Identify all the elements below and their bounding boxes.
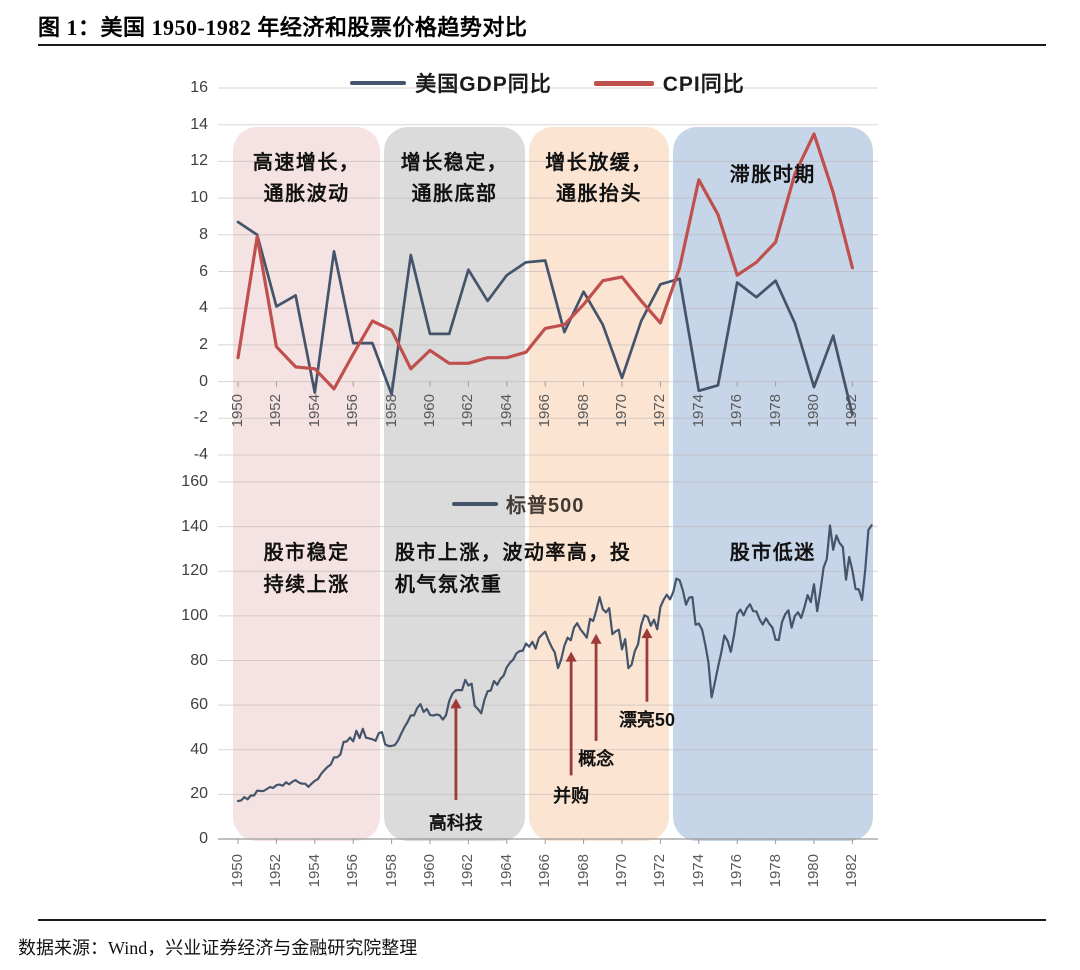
x-tick-label-bottom-1970: 1970 bbox=[613, 854, 630, 888]
period-band-1 bbox=[383, 127, 526, 841]
x-tick-label-top-1980: 1980 bbox=[805, 393, 822, 427]
period-band-0 bbox=[233, 127, 381, 841]
legend-item-gdp: 美国GDP同比 bbox=[350, 68, 552, 98]
x-tick-label-top-1970: 1970 bbox=[613, 393, 630, 427]
x-tick-label-bottom-1964: 1964 bbox=[497, 854, 515, 888]
y-tick-label-bottom-120: 120 bbox=[181, 562, 208, 580]
x-tick-label-top-1958: 1958 bbox=[382, 393, 400, 427]
x-tick-label-bottom-1972: 1972 bbox=[651, 854, 669, 888]
x-tick-label-top-1954: 1954 bbox=[305, 393, 323, 427]
y-tick-label-top--4: -4 bbox=[193, 446, 208, 463]
gdp-line-swatch bbox=[350, 81, 407, 85]
period-band-2 bbox=[528, 127, 670, 841]
period-bottom-label-3-line-0: 股市低迷 bbox=[729, 542, 816, 564]
x-tick-label-top-1956: 1956 bbox=[344, 393, 362, 427]
title-divider bbox=[38, 44, 1046, 46]
x-tick-label-bottom-1966: 1966 bbox=[536, 854, 554, 888]
x-tick-label-bottom-1980: 1980 bbox=[805, 854, 822, 888]
x-tick-label-bottom-1954: 1954 bbox=[305, 854, 323, 888]
gdp-legend-label: 美国GDP同比 bbox=[415, 73, 552, 96]
legend-top-chart: 美国GDP同比 CPI同比 bbox=[215, 70, 880, 96]
y-tick-label-top-12: 12 bbox=[190, 152, 208, 170]
page-title: 图 1：美国 1950-1982 年经济和股票价格趋势对比 bbox=[38, 15, 528, 40]
y-tick-label-bottom-20: 20 bbox=[190, 785, 208, 803]
sp500-legend-label: 标普500 bbox=[506, 495, 585, 517]
x-tick-label-top-1966: 1966 bbox=[536, 393, 554, 427]
annotation-label-2: 概念 bbox=[578, 749, 615, 770]
y-tick-label-top-0: 0 bbox=[199, 372, 208, 390]
x-tick-label-bottom-1960: 1960 bbox=[421, 854, 438, 888]
annotation-label-3: 漂亮50 bbox=[618, 710, 675, 731]
period-top-label-0-line-0: 高速增长， bbox=[252, 152, 361, 174]
period-top-label-2-line-1: 通胀抬头 bbox=[555, 183, 642, 205]
period-band-3 bbox=[672, 127, 873, 841]
legend-bottom-chart: 标普500 bbox=[452, 489, 584, 518]
y-tick-label-top-4: 4 bbox=[199, 299, 208, 317]
period-top-label-2-line-0: 增长放缓， bbox=[545, 152, 653, 174]
y-tick-label-bottom-160: 160 bbox=[181, 473, 208, 490]
x-tick-label-top-1968: 1968 bbox=[574, 393, 592, 427]
y-tick-label-bottom-40: 40 bbox=[190, 740, 208, 758]
period-bottom-label-1-line-1: 机气氛浓重 bbox=[394, 574, 503, 596]
y-tick-label-bottom-100: 100 bbox=[181, 606, 208, 624]
x-tick-label-top-1964: 1964 bbox=[497, 393, 515, 427]
y-tick-label-bottom-140: 140 bbox=[181, 517, 208, 535]
x-tick-label-top-1978: 1978 bbox=[766, 393, 784, 427]
cpi-line-swatch bbox=[593, 80, 654, 86]
x-tick-label-top-1962: 1962 bbox=[459, 393, 477, 427]
x-tick-label-top-1974: 1974 bbox=[689, 393, 707, 427]
x-tick-label-top-1976: 1976 bbox=[728, 393, 746, 427]
source-note: 数据来源：Wind，兴业证券经济与金融研究院整理 bbox=[18, 938, 418, 958]
y-tick-label-bottom-0: 0 bbox=[199, 830, 208, 847]
x-tick-label-bottom-1958: 1958 bbox=[382, 854, 400, 888]
footer-divider bbox=[38, 919, 1046, 921]
x-tick-label-bottom-1950: 1950 bbox=[229, 854, 246, 888]
x-tick-label-bottom-1976: 1976 bbox=[728, 854, 746, 888]
x-tick-label-bottom-1978: 1978 bbox=[766, 854, 784, 888]
x-tick-label-top-1960: 1960 bbox=[421, 393, 438, 427]
period-top-label-3-line-0: 滞胀时期 bbox=[729, 164, 816, 186]
x-tick-label-bottom-1974: 1974 bbox=[689, 854, 707, 888]
period-bottom-label-0-line-0: 股市稳定 bbox=[263, 542, 350, 564]
period-top-label-0-line-1: 通胀波动 bbox=[263, 183, 350, 205]
y-tick-label-top-2: 2 bbox=[199, 335, 208, 353]
x-tick-label-top-1950: 1950 bbox=[229, 393, 246, 427]
x-tick-label-top-1982: 1982 bbox=[843, 393, 861, 427]
annotation-label-0: 高科技 bbox=[428, 813, 483, 834]
y-tick-label-top--2: -2 bbox=[193, 409, 208, 427]
legend-item-cpi: CPI同比 bbox=[593, 68, 745, 98]
y-tick-label-top-16: 16 bbox=[190, 79, 208, 96]
x-tick-label-bottom-1968: 1968 bbox=[574, 854, 592, 888]
cpi-legend-label: CPI同比 bbox=[662, 73, 745, 96]
x-tick-label-bottom-1982: 1982 bbox=[843, 854, 861, 888]
period-top-label-1-line-1: 通胀底部 bbox=[411, 183, 498, 205]
period-top-label-1-line-0: 增长稳定， bbox=[400, 152, 509, 174]
annotation-label-1: 并购 bbox=[553, 786, 590, 807]
y-tick-label-top-10: 10 bbox=[190, 189, 208, 207]
y-tick-label-bottom-60: 60 bbox=[190, 696, 208, 714]
x-tick-label-top-1952: 1952 bbox=[267, 393, 285, 427]
y-tick-label-top-8: 8 bbox=[199, 225, 208, 243]
y-tick-label-top-14: 14 bbox=[190, 115, 208, 133]
y-tick-label-bottom-80: 80 bbox=[190, 651, 208, 669]
x-tick-label-bottom-1962: 1962 bbox=[459, 854, 477, 888]
period-bottom-label-0-line-1: 持续上涨 bbox=[263, 574, 350, 596]
x-tick-label-bottom-1952: 1952 bbox=[267, 854, 285, 888]
sp500-line-swatch bbox=[452, 501, 498, 506]
x-tick-label-top-1972: 1972 bbox=[651, 393, 669, 427]
x-tick-label-bottom-1956: 1956 bbox=[344, 854, 362, 888]
y-tick-label-top-6: 6 bbox=[199, 262, 208, 280]
period-bottom-label-1-line-0: 股市上涨，波动率高，投 bbox=[394, 542, 632, 564]
